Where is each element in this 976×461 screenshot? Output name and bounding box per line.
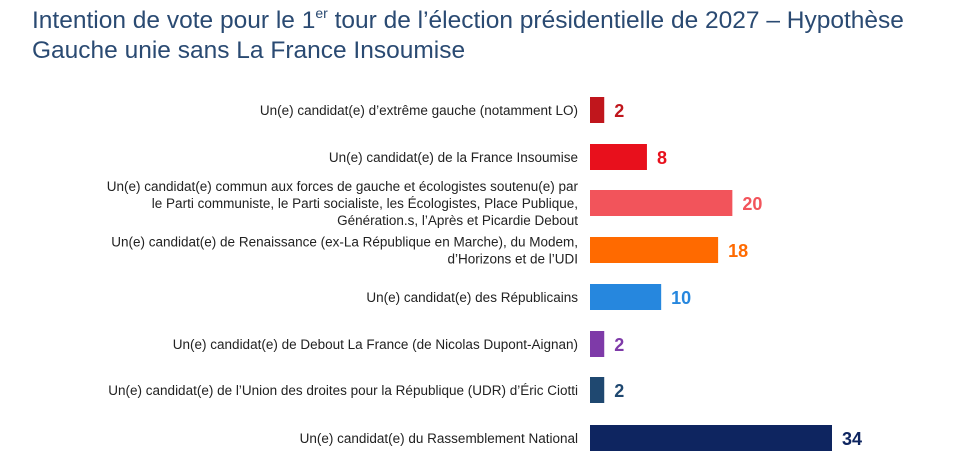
category-label-6: Un(e) candidat(e) de Debout La France (d… (173, 337, 578, 352)
category-label-3-line-2: le Parti communiste, le Parti socialiste… (152, 196, 578, 211)
bar-2 (590, 144, 647, 170)
value-label-4: 18 (728, 241, 748, 261)
category-label-7: Un(e) candidat(e) de l’Union des droites… (108, 383, 578, 398)
bar-5 (590, 284, 662, 310)
value-label-7: 2 (614, 381, 624, 401)
value-label-3: 20 (742, 194, 762, 214)
category-label-4-line-2: d’Horizons et de l’UDI (447, 252, 578, 267)
value-label-2: 8 (657, 148, 667, 168)
category-label-1: Un(e) candidat(e) d’extrême gauche (nota… (260, 103, 578, 118)
category-label-4-line-1: Un(e) candidat(e) de Renaissance (ex-La … (111, 235, 578, 250)
value-label-5: 10 (671, 288, 691, 308)
category-label-8: Un(e) candidat(e) du Rassemblement Natio… (300, 431, 578, 446)
bar-4 (590, 237, 719, 263)
category-label-3-line-1: Un(e) candidat(e) commun aux forces de g… (107, 179, 579, 194)
bar-8 (590, 425, 832, 451)
chart-title: Intention de vote pour le 1er tour de l’… (32, 5, 904, 64)
category-label-5: Un(e) candidat(e) des Républicains (366, 290, 578, 305)
bar-1 (590, 97, 605, 123)
value-label-1: 2 (614, 101, 624, 121)
category-label-3-line-3: Génération.s, l’Après et Picardie Debout (337, 213, 578, 228)
category-label-2: Un(e) candidat(e) de la France Insoumise (329, 150, 578, 165)
bar-3 (590, 190, 733, 216)
bar-6 (590, 331, 605, 357)
bar-7 (590, 377, 605, 403)
value-label-8: 34 (842, 429, 862, 449)
value-label-6: 2 (614, 335, 624, 355)
